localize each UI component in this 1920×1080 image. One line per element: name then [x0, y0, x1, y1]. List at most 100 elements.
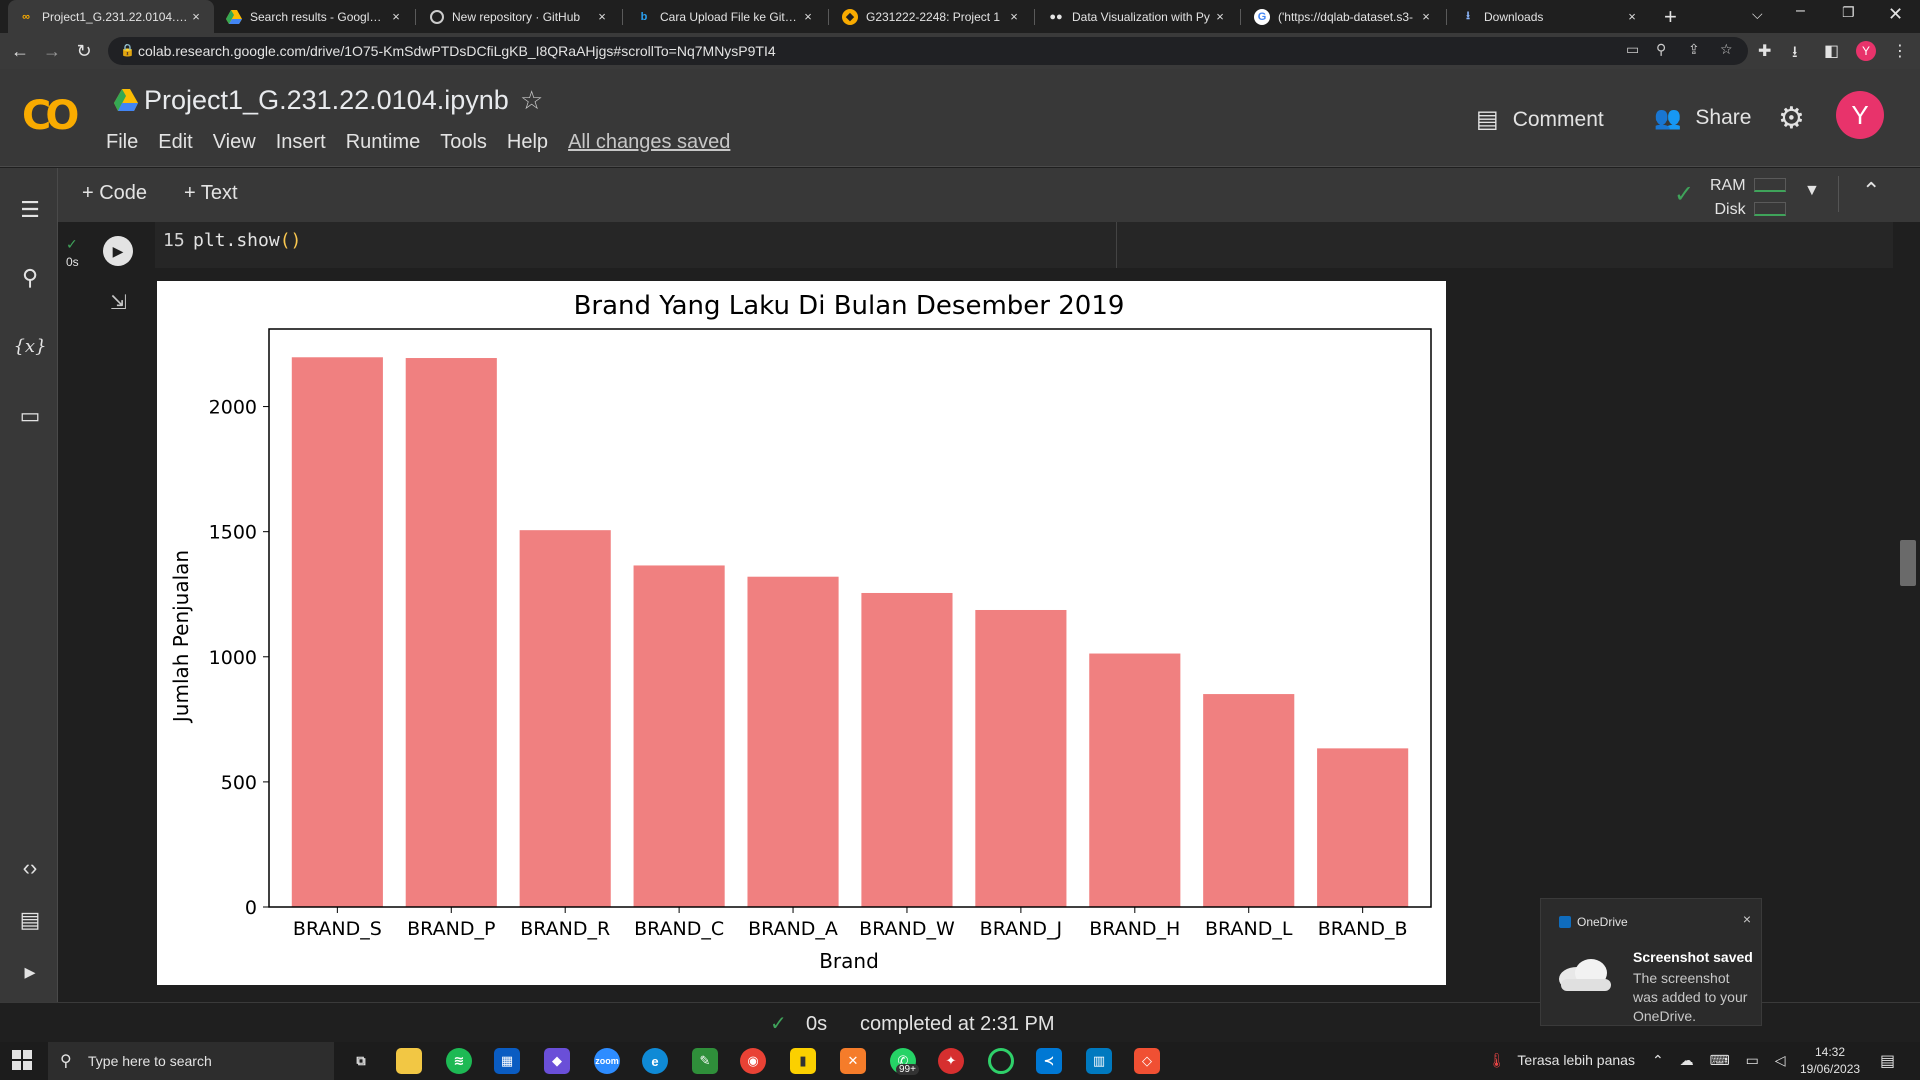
search-icon[interactable]: ⚲ — [21, 265, 39, 290]
avatar[interactable]: Y — [1836, 91, 1884, 139]
tab-close-icon[interactable]: × — [1010, 9, 1018, 24]
downloads-icon[interactable]: ⭳ — [1792, 44, 1798, 61]
vscode-icon[interactable]: ≺ — [1036, 1048, 1062, 1074]
git-icon[interactable]: ◇ — [1134, 1048, 1160, 1074]
menu-runtime[interactable]: Runtime — [345, 131, 421, 153]
output-actions-icon[interactable]: ⇲ — [110, 292, 127, 314]
restore-icon[interactable]: ❐ — [1842, 4, 1855, 20]
chrome-icon[interactable]: ◉ — [740, 1048, 766, 1074]
store-icon[interactable]: ▦ — [494, 1048, 520, 1074]
menu-file[interactable]: File — [106, 131, 139, 153]
y-tick-label: 500 — [221, 772, 257, 794]
tab-close-icon[interactable]: × — [598, 9, 606, 24]
forward-arrow-icon[interactable]: → — [43, 40, 61, 61]
minimize-icon[interactable]: – — [1796, 2, 1805, 19]
tab-downloads[interactable]: ⭳ Downloads × — [1450, 0, 1650, 33]
tab-github[interactable]: New repository · GitHub × — [420, 0, 620, 33]
browser-menu-icon[interactable]: ⋮ — [1892, 43, 1908, 60]
menu-tools[interactable]: Tools — [440, 131, 487, 153]
zoom-icon[interactable]: zoom — [594, 1048, 620, 1074]
tab-close-icon[interactable]: × — [1422, 9, 1430, 24]
window-close-icon[interactable]: ✕ — [1888, 4, 1904, 24]
variables-icon[interactable]: {x} — [13, 335, 47, 357]
app-icon[interactable]: ◆ — [544, 1048, 570, 1074]
notepad-icon[interactable]: ✎ — [692, 1048, 718, 1074]
notification-center-icon[interactable]: ▤ — [1880, 1053, 1896, 1070]
tab-google-drive[interactable]: Search results - Google Dr × — [216, 0, 414, 33]
search-icon: ⚲ — [60, 1053, 72, 1070]
scrollbar-thumb[interactable] — [1900, 540, 1916, 586]
gear-icon[interactable]: ⚙ — [1778, 102, 1805, 135]
thermometer-icon: 🌡 — [1488, 1052, 1506, 1068]
tab-google-search[interactable]: G ('https://dqlab-dataset.s3- × — [1244, 0, 1444, 33]
tab-search-icon[interactable]: ⌵ — [1752, 6, 1763, 22]
circle-app-icon[interactable] — [988, 1048, 1014, 1074]
folder-icon[interactable]: ▭ — [19, 403, 41, 428]
colab-logo[interactable]: CO — [22, 93, 79, 139]
tab-close-icon[interactable]: × — [804, 9, 812, 24]
star-icon[interactable]: ☆ — [520, 85, 544, 115]
sticky-notes-icon[interactable]: ▮ — [790, 1048, 816, 1074]
cast-icon[interactable]: ▭ — [1626, 41, 1640, 57]
notebook-title[interactable]: Project1_G.231.22.0104.ipynb — [144, 85, 509, 115]
table-of-contents-icon[interactable]: ☰ — [20, 197, 40, 222]
back-arrow-icon[interactable]: ← — [11, 40, 29, 61]
add-code-button[interactable]: + Code — [82, 182, 148, 204]
app-red-icon[interactable]: ✦ — [938, 1048, 964, 1074]
menu-edit[interactable]: Edit — [158, 131, 193, 153]
tab-dqlab[interactable]: ●● Data Visualization with Py × — [1038, 0, 1238, 33]
status-message[interactable]: completed at 2:31 PM — [860, 1013, 1055, 1035]
toast-app-name: OneDrive — [1577, 915, 1628, 929]
side-panel-icon[interactable]: ◧ — [1824, 43, 1840, 60]
code-snippets-icon[interactable]: ‹› — [22, 855, 38, 880]
share-page-icon[interactable]: ⇪ — [1688, 41, 1700, 57]
tab-label: Downloads — [1484, 9, 1544, 24]
menu-help[interactable]: Help — [506, 131, 549, 153]
add-text-button[interactable]: + Text — [184, 182, 238, 204]
task-view-icon[interactable]: ⧉ — [356, 1053, 366, 1068]
y-tick-label: 1500 — [209, 522, 257, 544]
menu-view[interactable]: View — [212, 131, 256, 153]
toast-close-icon[interactable]: × — [1742, 911, 1751, 927]
share-button[interactable]: 👥 Share — [1654, 105, 1751, 131]
system-tray[interactable]: ⌃ ☁ ⌨ ▭ ◁ — [1652, 1052, 1792, 1068]
command-palette-icon[interactable]: ▤ — [19, 907, 41, 932]
trello-icon[interactable]: ▥ — [1086, 1048, 1112, 1074]
reload-icon[interactable]: ↻ — [76, 40, 92, 61]
bookmark-star-icon[interactable]: ☆ — [1720, 41, 1733, 57]
file-explorer-icon[interactable] — [396, 1048, 422, 1074]
tab-bing[interactable]: b Cara Upload File ke GitHu × — [626, 0, 826, 33]
tab-close-icon[interactable]: × — [192, 9, 200, 24]
xampp-icon[interactable]: ✕ — [840, 1048, 866, 1074]
zoom-icon[interactable]: ⚲ — [1656, 41, 1667, 57]
extensions-icon[interactable]: ✚ — [1758, 43, 1772, 60]
code-cell-editor[interactable]: 15 plt.show() — [155, 222, 1893, 268]
resource-monitor[interactable]: RAM Disk — [1710, 174, 1746, 222]
terminal-icon[interactable]: ▸ — [24, 959, 36, 984]
tab-close-icon[interactable]: × — [392, 9, 400, 24]
tab-close-icon[interactable]: × — [1628, 9, 1636, 24]
taskbar-search-input[interactable]: ⚲ Type here to search — [48, 1042, 334, 1080]
profile-avatar-icon[interactable]: Y — [1856, 41, 1876, 61]
spotify-icon[interactable]: ≋ — [446, 1048, 472, 1074]
drive-location-icon[interactable] — [114, 89, 138, 111]
weather-widget[interactable]: 🌡 Terasa lebih panas — [1488, 1052, 1635, 1069]
windows-start-icon[interactable] — [12, 1050, 32, 1070]
run-cell-button[interactable]: ▶ — [103, 236, 133, 266]
runtime-dropdown-icon[interactable]: ▼ — [1804, 182, 1820, 199]
tab-divider — [1446, 9, 1447, 25]
collapse-header-icon[interactable]: ⌃ — [1862, 178, 1881, 203]
tab-moodle[interactable]: ◆ G231222-2248: Project 1 × — [832, 0, 1032, 33]
new-tab-button[interactable]: + — [1664, 4, 1677, 29]
tab-close-icon[interactable]: × — [1216, 9, 1224, 24]
edge-icon[interactable]: e — [642, 1048, 668, 1074]
onedrive-notification[interactable]: OneDrive × Screenshot saved The screensh… — [1540, 898, 1762, 1026]
comment-button[interactable]: ▤ Comment — [1476, 105, 1604, 134]
y-ticks: 0 500 1000 1500 2000 — [209, 397, 269, 919]
tab-colab-project[interactable]: ∞ Project1_G.231.22.0104.ipy × — [8, 0, 214, 33]
x-tick-label: BRAND_W — [859, 918, 955, 940]
address-bar[interactable]: 🔒 colab.research.google.com/drive/1O75-K… — [108, 37, 1748, 65]
taskbar-clock[interactable]: 14:32 19/06/2023 — [1800, 1044, 1860, 1078]
save-status[interactable]: All changes saved — [568, 131, 731, 153]
menu-insert[interactable]: Insert — [275, 131, 326, 153]
